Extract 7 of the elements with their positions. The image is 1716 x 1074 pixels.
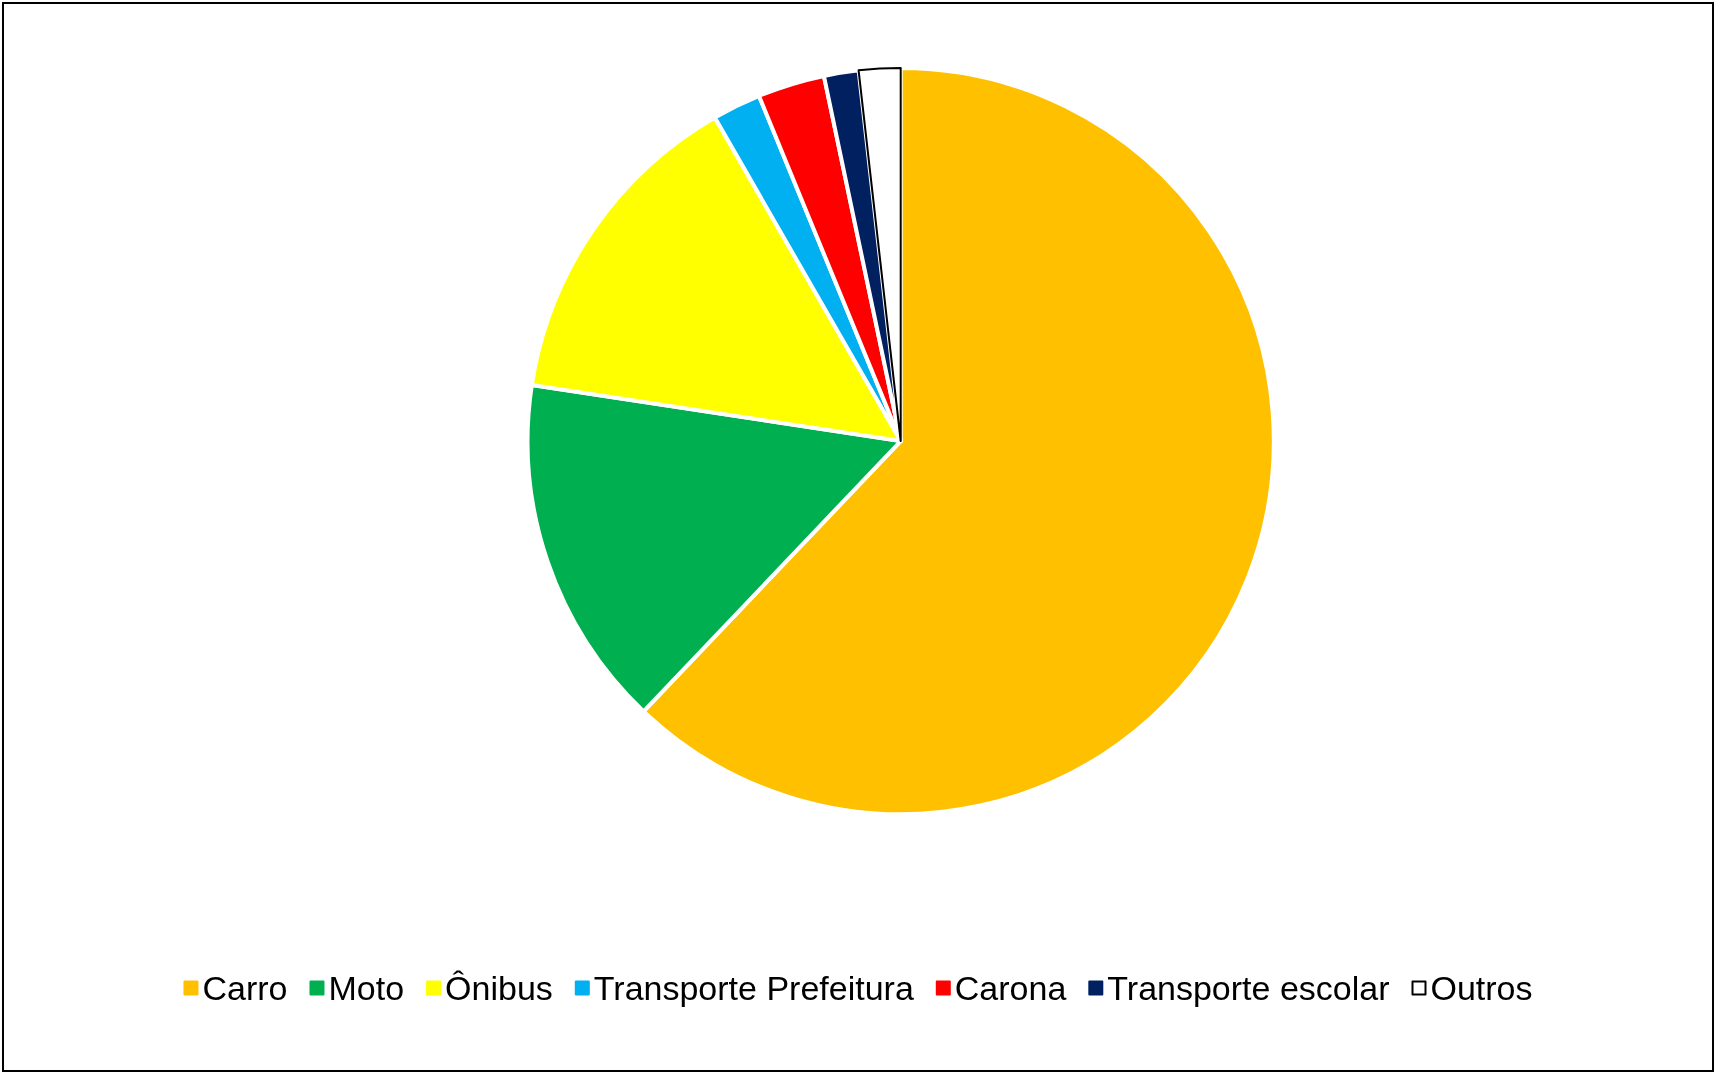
legend-label: Transporte escolar [1107,969,1390,1007]
legend-label: Carro [202,969,288,1007]
legend-label: Outros [1430,969,1533,1007]
legend-label: Carona [954,969,1067,1007]
legend-label: Moto [328,969,405,1007]
legend-label: Transporte Prefeitura [593,969,914,1007]
legend-label: Ônibus [445,969,553,1007]
